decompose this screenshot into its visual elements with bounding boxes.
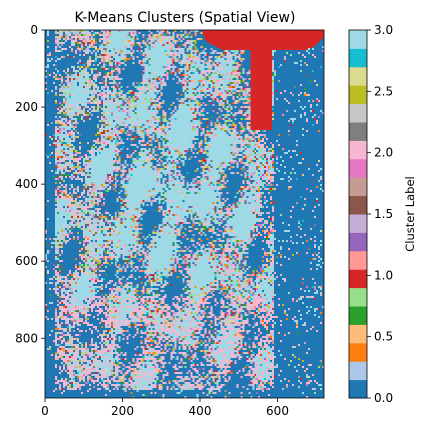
x-tick-label: 600 [266, 404, 289, 418]
colorbar-segment [349, 232, 367, 252]
y-tick-label: 600 [15, 254, 38, 268]
x-axis: 0 200 400 600 [41, 398, 289, 418]
colorbar-segment [349, 85, 367, 105]
colorbar-segment [349, 48, 367, 68]
x-tick-label: 200 [111, 404, 134, 418]
colorbar-segment [349, 177, 367, 197]
colorbar: 0.0 0.5 1.0 1.5 2.0 2.5 3.0 Cluster Label [348, 23, 417, 405]
colorbar-label: Cluster Label [403, 176, 417, 252]
y-tick-label: 0 [30, 23, 38, 37]
y-axis: 0 200 400 600 800 [15, 23, 45, 345]
heatmap-plot [44, 29, 325, 399]
x-tick-label: 400 [189, 404, 212, 418]
colorbar-segment [349, 342, 367, 362]
colorbar-segment [349, 306, 367, 325]
colorbar-ticks: 0.0 0.5 1.0 1.5 2.0 2.5 3.0 [367, 23, 393, 405]
colorbar-tick-label: 1.5 [374, 207, 393, 221]
colorbar-segment [349, 214, 367, 233]
colorbar-segments [349, 30, 367, 399]
y-tick-label: 200 [15, 100, 38, 114]
colorbar-segment [349, 250, 367, 270]
colorbar-segment [349, 158, 367, 178]
colorbar-segment [349, 269, 367, 289]
colorbar-segment [349, 287, 367, 307]
y-tick-label: 400 [15, 177, 38, 191]
heatmap-image [45, 30, 324, 398]
colorbar-segment [349, 324, 367, 344]
colorbar-tick-label: 0.0 [374, 391, 393, 405]
colorbar-tick-label: 2.5 [374, 84, 393, 98]
x-tick-label: 0 [41, 404, 49, 418]
colorbar-segment [349, 195, 367, 215]
colorbar-segment [349, 66, 367, 86]
colorbar-tick-label: 1.0 [374, 268, 393, 282]
chart-title: K-Means Clusters (Spatial View) [75, 10, 296, 26]
colorbar-segment [349, 30, 367, 49]
plot-frame [44, 29, 325, 399]
colorbar-segment [349, 361, 367, 381]
colorbar-segment [349, 103, 367, 123]
colorbar-segment [349, 122, 367, 141]
colorbar-segment [349, 140, 367, 160]
colorbar-segment [349, 379, 367, 399]
colorbar-tick-label: 2.0 [374, 146, 393, 160]
y-tick-label: 800 [15, 331, 38, 345]
colorbar-tick-label: 0.5 [374, 330, 393, 344]
colorbar-tick-label: 3.0 [374, 23, 393, 37]
